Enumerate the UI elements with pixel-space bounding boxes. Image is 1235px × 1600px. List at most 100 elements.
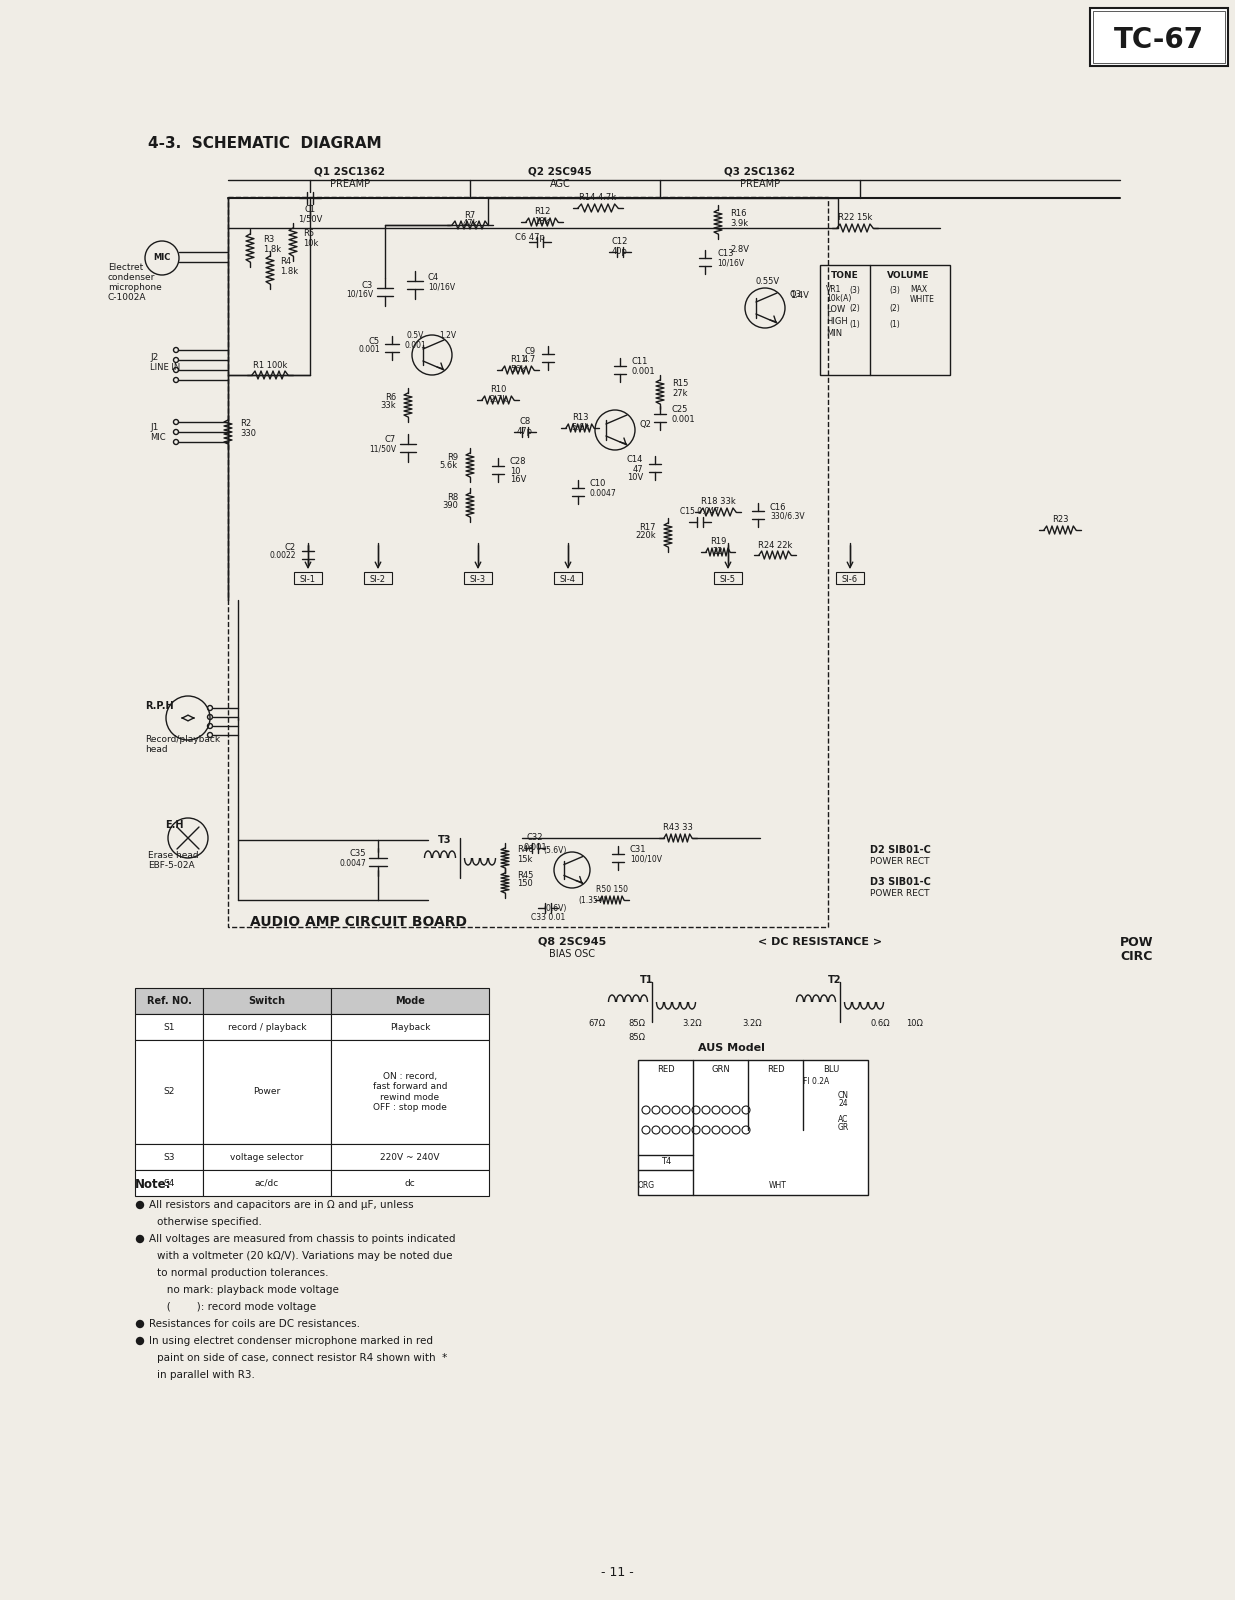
Text: HIGH: HIGH <box>826 317 847 326</box>
Text: 150: 150 <box>517 880 532 888</box>
Text: 4-3.  SCHEMATIC  DIAGRAM: 4-3. SCHEMATIC DIAGRAM <box>148 136 382 150</box>
Bar <box>820 266 950 374</box>
Text: SI-1: SI-1 <box>300 576 316 584</box>
Text: All resistors and capacitors are in Ω and μF, unless: All resistors and capacitors are in Ω an… <box>149 1200 414 1210</box>
Bar <box>638 1059 868 1195</box>
Text: MIC: MIC <box>149 434 165 443</box>
Text: C14: C14 <box>626 456 643 464</box>
Text: 3.9k: 3.9k <box>730 219 748 227</box>
Text: C31: C31 <box>630 845 646 854</box>
Text: T3: T3 <box>438 835 452 845</box>
Bar <box>203 1170 331 1197</box>
Text: T4: T4 <box>661 1157 671 1166</box>
Text: < DC RESISTANCE >: < DC RESISTANCE > <box>758 938 882 947</box>
Text: 2.7k: 2.7k <box>489 395 508 403</box>
Text: D3 SIB01-C: D3 SIB01-C <box>869 877 931 886</box>
Text: with a voltmeter (20 kΩ/V). Variations may be noted due: with a voltmeter (20 kΩ/V). Variations m… <box>157 1251 452 1261</box>
Text: C7: C7 <box>385 435 396 445</box>
Text: R17: R17 <box>640 523 656 531</box>
Text: 220k: 220k <box>635 531 656 541</box>
Bar <box>135 1040 203 1144</box>
Text: 47p: 47p <box>517 427 534 435</box>
Text: PREAMP: PREAMP <box>740 179 781 189</box>
Text: 10/16V: 10/16V <box>718 259 745 267</box>
Text: WHITE: WHITE <box>910 296 935 304</box>
Text: ORG: ORG <box>637 1181 655 1189</box>
Bar <box>1091 8 1228 66</box>
Text: AGC: AGC <box>550 179 571 189</box>
Text: GR: GR <box>837 1123 848 1133</box>
Text: 67Ω: 67Ω <box>588 1019 605 1029</box>
Text: 3.2Ω: 3.2Ω <box>742 1019 762 1029</box>
Text: voltage selector: voltage selector <box>231 1152 304 1162</box>
Text: 330: 330 <box>240 429 256 437</box>
Text: 5.6k: 5.6k <box>440 461 458 470</box>
Text: Q8 2SC945: Q8 2SC945 <box>538 938 606 947</box>
Text: R4: R4 <box>280 258 291 267</box>
Text: MIN: MIN <box>826 330 842 339</box>
Text: 16V: 16V <box>510 475 526 485</box>
Text: C6 47p: C6 47p <box>515 234 545 243</box>
Text: (0.6V): (0.6V) <box>543 904 567 912</box>
Text: 0.001: 0.001 <box>524 843 547 851</box>
Text: J1: J1 <box>149 424 158 432</box>
Text: VOLUME: VOLUME <box>887 270 929 280</box>
Bar <box>135 1144 203 1170</box>
Text: Power: Power <box>253 1088 280 1096</box>
Text: CN: CN <box>837 1091 848 1099</box>
Text: C25: C25 <box>672 405 688 414</box>
Text: ON : record,
fast forward and
rewind mode
OFF : stop mode: ON : record, fast forward and rewind mod… <box>373 1072 447 1112</box>
Text: R9: R9 <box>447 453 458 461</box>
Text: no mark: playback mode voltage: no mark: playback mode voltage <box>157 1285 338 1294</box>
Text: All voltages are measured from chassis to points indicated: All voltages are measured from chassis t… <box>149 1234 456 1245</box>
Bar <box>203 1014 331 1040</box>
Text: otherwise specified.: otherwise specified. <box>157 1218 262 1227</box>
Text: 10/16V: 10/16V <box>429 283 456 291</box>
Text: RED: RED <box>657 1066 674 1075</box>
Text: J2: J2 <box>149 354 158 363</box>
Text: Q1 2SC1362: Q1 2SC1362 <box>315 166 385 178</box>
Text: BIAS OSC: BIAS OSC <box>550 949 595 958</box>
Text: C35: C35 <box>350 850 366 859</box>
Bar <box>203 987 331 1014</box>
Text: R19: R19 <box>710 538 726 547</box>
Text: C9: C9 <box>525 347 536 355</box>
Text: AC: AC <box>837 1115 848 1125</box>
Text: to normal production tolerances.: to normal production tolerances. <box>157 1267 329 1278</box>
Text: 330/6.3V: 330/6.3V <box>769 512 805 520</box>
Text: MIC: MIC <box>153 253 170 262</box>
Text: 0.55V: 0.55V <box>756 277 781 286</box>
Bar <box>1093 11 1225 62</box>
Text: 10Ω: 10Ω <box>906 1019 924 1029</box>
Text: (1): (1) <box>889 320 900 330</box>
Text: 5.6k: 5.6k <box>571 422 589 432</box>
Text: C5: C5 <box>369 336 380 346</box>
Text: 1.8k: 1.8k <box>263 245 282 253</box>
Text: R11: R11 <box>510 355 526 365</box>
Text: R10: R10 <box>490 386 506 395</box>
Text: Resistances for coils are DC resistances.: Resistances for coils are DC resistances… <box>149 1318 359 1330</box>
Text: 0.0022: 0.0022 <box>269 552 296 560</box>
Text: SI-6: SI-6 <box>842 576 858 584</box>
Text: C8: C8 <box>520 418 531 427</box>
Bar <box>555 573 582 584</box>
Text: EBF-5-02A: EBF-5-02A <box>148 861 195 869</box>
Text: (2): (2) <box>850 304 861 312</box>
Text: T1: T1 <box>640 974 653 986</box>
Text: E.H: E.H <box>165 819 184 830</box>
Text: 10/16V: 10/16V <box>346 290 373 299</box>
Text: SI-5: SI-5 <box>720 576 736 584</box>
Text: 15k: 15k <box>517 854 532 864</box>
Text: 33k: 33k <box>380 402 396 411</box>
Text: R43 33: R43 33 <box>663 824 693 832</box>
Text: Q2 2SC945: Q2 2SC945 <box>529 166 592 178</box>
Text: R13: R13 <box>572 413 588 422</box>
Text: C-1002A: C-1002A <box>107 293 147 302</box>
Text: (3): (3) <box>889 285 900 294</box>
Text: 220V ~ 240V: 220V ~ 240V <box>380 1152 440 1162</box>
Text: Q3 2SC1362: Q3 2SC1362 <box>725 166 795 178</box>
Text: C11: C11 <box>632 357 648 366</box>
Text: C1: C1 <box>305 205 316 214</box>
Text: Electret: Electret <box>107 264 143 272</box>
Text: R16: R16 <box>730 210 746 219</box>
